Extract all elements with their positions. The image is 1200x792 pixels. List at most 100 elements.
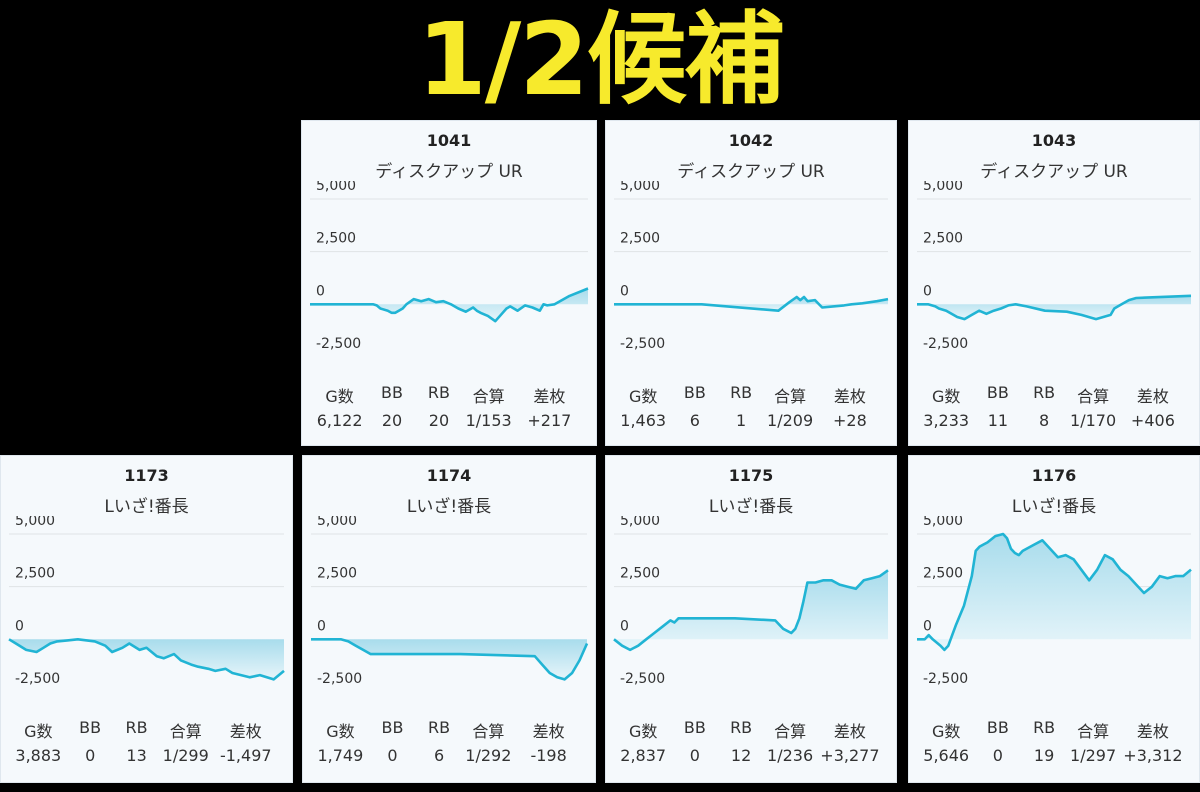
y-tick-label: 0 bbox=[620, 283, 629, 299]
y-tick-label: 2,500 bbox=[316, 231, 356, 247]
difference-area bbox=[311, 639, 587, 680]
difference-line bbox=[310, 287, 589, 323]
stats-value-row: 6,122 20 20 1/153 +217 bbox=[302, 411, 596, 439]
stat-header-games: G数 bbox=[628, 722, 658, 741]
stat-value-diff: +3,277 bbox=[820, 746, 880, 765]
stats-value-row: 3,883 0 13 1/299 -1,497 bbox=[1, 746, 292, 774]
stat-value-diff: -198 bbox=[530, 746, 567, 765]
stat-header-games: G数 bbox=[931, 722, 961, 741]
stat-header-rb: RB bbox=[427, 383, 450, 402]
stat-value-diff: +217 bbox=[527, 411, 572, 430]
stat-header-bb: BB bbox=[683, 718, 706, 737]
stat-value-rb: 13 bbox=[126, 746, 147, 765]
stats-header-row: G数 BB RB 合算 差枚 bbox=[606, 383, 896, 411]
difference-area bbox=[310, 288, 588, 322]
machine-name: ディスクアップ UR bbox=[980, 162, 1128, 182]
y-tick-label: 5,000 bbox=[316, 181, 356, 194]
y-tick-label: 0 bbox=[316, 283, 325, 299]
stat-header-rb: RB bbox=[125, 718, 148, 737]
stats-header-row: G数 BB RB 合算 差枚 bbox=[303, 718, 595, 746]
y-tick-label: 5,000 bbox=[15, 516, 55, 529]
stats-table: G数 BB RB 合算 差枚 6,122 20 20 1/153 +217 bbox=[302, 383, 596, 439]
machine-name: ディスクアップ UR bbox=[677, 162, 825, 182]
stats-value-row: 3,233 11 8 1/170 +406 bbox=[909, 411, 1199, 439]
machine-card: 1174 Lいざ!番長 5,000 2,500 0 -2,500 G数 BB RB 合算 差枚 1,7… bbox=[302, 455, 596, 783]
difference-chart: 5,000 2,500 0 -2,500 bbox=[917, 516, 1192, 687]
stat-value-ratio: 1/236 bbox=[767, 746, 814, 765]
difference-line bbox=[917, 532, 1192, 652]
stat-header-ratio: 合算 bbox=[774, 387, 807, 406]
y-tick-label: 0 bbox=[317, 618, 326, 634]
difference-line bbox=[614, 295, 889, 312]
stat-value-ratio: 1/170 bbox=[1070, 411, 1117, 430]
stats-table: G数 BB RB 合算 差枚 2,837 0 12 1/236 +3,277 bbox=[606, 718, 896, 774]
difference-chart: 5,000 2,500 0 -2,500 bbox=[311, 516, 589, 687]
stat-header-bb: BB bbox=[986, 718, 1009, 737]
stat-header-rb: RB bbox=[1033, 718, 1056, 737]
machine-name: ディスクアップ UR bbox=[375, 162, 523, 182]
headline: 1/2候補 bbox=[417, 1, 785, 118]
y-tick-label: 2,500 bbox=[317, 566, 357, 582]
stat-value-ratio: 1/209 bbox=[767, 411, 814, 430]
machine-name: Lいざ!番長 bbox=[708, 497, 794, 517]
stat-header-games: G数 bbox=[326, 722, 355, 741]
stat-header-ratio: 合算 bbox=[169, 722, 202, 741]
stat-value-ratio: 1/297 bbox=[1070, 746, 1117, 765]
stats-value-row: 5,646 0 19 1/297 +3,312 bbox=[909, 746, 1199, 774]
difference-area bbox=[9, 639, 284, 680]
difference-chart: 5,000 2,500 0 -2,500 bbox=[614, 181, 889, 352]
stat-value-diff: +28 bbox=[833, 411, 867, 430]
stat-value-games: 5,646 bbox=[923, 746, 970, 765]
machine-card: 1175 Lいざ!番長 5,000 2,500 0 -2,500 G数 BB RB 合算 差枚 2,8… bbox=[605, 455, 897, 783]
stat-value-games: 1,749 bbox=[317, 746, 364, 765]
stat-header-bb: BB bbox=[986, 383, 1009, 402]
y-tick-label: 5,000 bbox=[620, 181, 660, 194]
stats-value-row: 2,837 0 12 1/236 +3,277 bbox=[606, 746, 896, 774]
stats-header-row: G数 BB RB 合算 差枚 bbox=[909, 383, 1199, 411]
stat-header-rb: RB bbox=[730, 383, 753, 402]
stat-header-rb: RB bbox=[1033, 383, 1056, 402]
machine-number: 1175 bbox=[728, 466, 774, 485]
stat-value-ratio: 1/292 bbox=[465, 746, 512, 765]
y-tick-label: -2,500 bbox=[620, 671, 665, 687]
stat-header-games: G数 bbox=[931, 387, 961, 406]
stat-header-diff: 差枚 bbox=[833, 722, 866, 741]
stat-value-ratio: 1/299 bbox=[162, 746, 209, 765]
stat-value-bb: 0 bbox=[85, 746, 96, 765]
y-tick-label: 5,000 bbox=[620, 516, 660, 529]
stat-header-diff: 差枚 bbox=[229, 722, 262, 741]
difference-line bbox=[8, 638, 285, 681]
stat-header-ratio: 合算 bbox=[472, 722, 505, 741]
stat-header-bb: BB bbox=[381, 383, 404, 402]
stats-table: G数 BB RB 合算 差枚 3,883 0 13 1/299 -1,497 bbox=[1, 718, 292, 774]
y-tick-label: -2,500 bbox=[317, 671, 362, 687]
difference-line bbox=[613, 569, 889, 652]
y-tick-label: 0 bbox=[923, 618, 932, 634]
stat-header-bb: BB bbox=[381, 718, 404, 737]
stat-header-games: G数 bbox=[24, 722, 53, 741]
stat-value-rb: 1 bbox=[736, 411, 747, 430]
stat-value-rb: 6 bbox=[433, 746, 445, 765]
machine-number: 1042 bbox=[728, 131, 774, 150]
y-tick-label: 2,500 bbox=[923, 231, 963, 247]
machine-name: Lいざ!番長 bbox=[406, 497, 492, 517]
difference-area bbox=[917, 534, 1191, 650]
stats-header-row: G数 BB RB 合算 差枚 bbox=[302, 383, 596, 411]
stats-header-row: G数 BB RB 合算 差枚 bbox=[1, 718, 292, 746]
stat-value-games: 3,233 bbox=[923, 411, 970, 430]
stat-header-rb: RB bbox=[427, 718, 451, 737]
stat-header-rb: RB bbox=[730, 718, 753, 737]
y-tick-label: -2,500 bbox=[923, 336, 968, 352]
machine-card: 1176 Lいざ!番長 5,000 2,500 0 -2,500 G数 BB RB 合算 差枚 5,6… bbox=[908, 455, 1200, 783]
y-tick-label: 0 bbox=[15, 618, 24, 634]
difference-chart: 5,000 2,500 0 -2,500 bbox=[613, 516, 889, 687]
stat-header-diff: 差枚 bbox=[1136, 387, 1169, 406]
stats-table: G数 BB RB 合算 差枚 5,646 0 19 1/297 +3,312 bbox=[909, 718, 1199, 774]
difference-chart: 5,000 2,500 0 -2,500 bbox=[8, 516, 285, 687]
y-tick-label: -2,500 bbox=[15, 671, 60, 687]
stat-value-bb: 0 bbox=[387, 746, 398, 765]
machine-number: 1176 bbox=[1031, 466, 1077, 485]
stat-value-rb: 8 bbox=[1039, 411, 1050, 430]
stat-header-ratio: 合算 bbox=[1077, 387, 1110, 406]
stats-header-row: G数 BB RB 合算 差枚 bbox=[909, 718, 1199, 746]
